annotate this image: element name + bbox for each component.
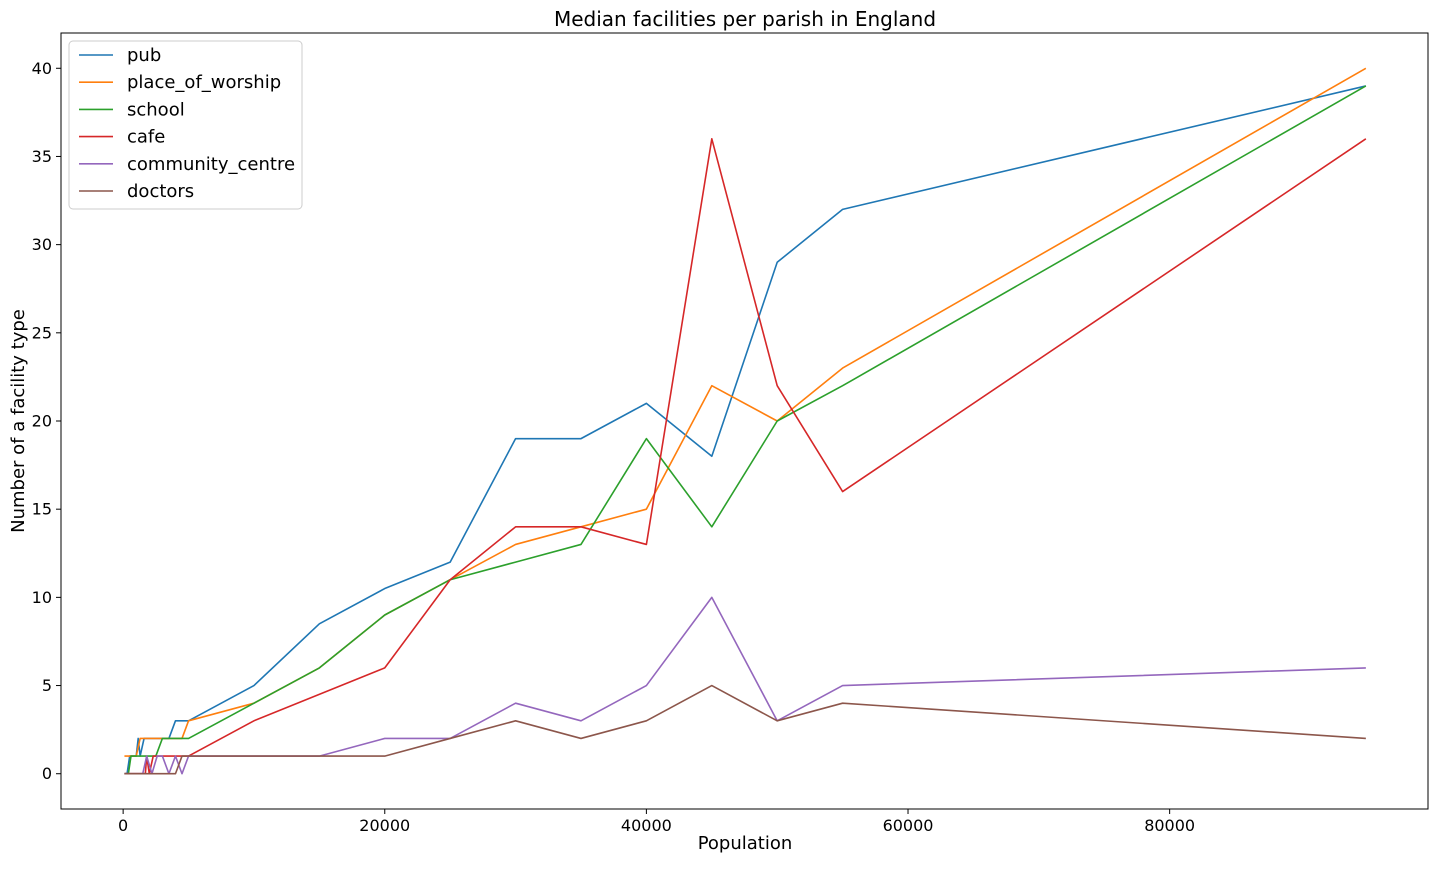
series-line-doctors — [124, 684, 1366, 775]
series-layer — [124, 67, 1367, 775]
y-tick-label: 35 — [32, 147, 52, 166]
y-tick-label: 10 — [32, 588, 52, 607]
legend-label-school: school — [127, 99, 185, 120]
x-tick-label: 40000 — [621, 816, 672, 835]
y-axis-ticks: 0 5 10 15 20 25 30 35 40 — [32, 59, 61, 783]
y-tick-label: 30 — [32, 235, 52, 254]
x-tick-label: 60000 — [883, 816, 934, 835]
x-tick-label: 80000 — [1144, 816, 1195, 835]
y-axis-label: Number of a facility type — [8, 309, 29, 533]
x-axis-ticks: 0 20000 40000 60000 80000 — [118, 809, 1195, 835]
y-tick-label: 5 — [42, 676, 52, 695]
x-tick-label: 0 — [118, 816, 128, 835]
series-line-school — [124, 85, 1367, 775]
y-tick-label: 25 — [32, 323, 52, 342]
legend-label-place-of-worship: place_of_worship — [127, 72, 281, 93]
legend-box — [68, 40, 303, 210]
x-axis-label: Population — [698, 833, 793, 854]
x-tick-label: 20000 — [359, 816, 410, 835]
legend-label-pub: pub — [127, 45, 161, 66]
chart-title: Median facilities per parish in England — [554, 7, 936, 31]
y-tick-label: 20 — [32, 412, 52, 431]
y-tick-label: 15 — [32, 500, 52, 519]
y-tick-label: 0 — [42, 764, 52, 783]
legend-label-doctors: doctors — [127, 181, 194, 202]
y-tick-label: 40 — [32, 59, 52, 78]
legend-label-community-centre: community_centre — [127, 154, 295, 175]
legend-label-cafe: cafe — [127, 127, 165, 148]
